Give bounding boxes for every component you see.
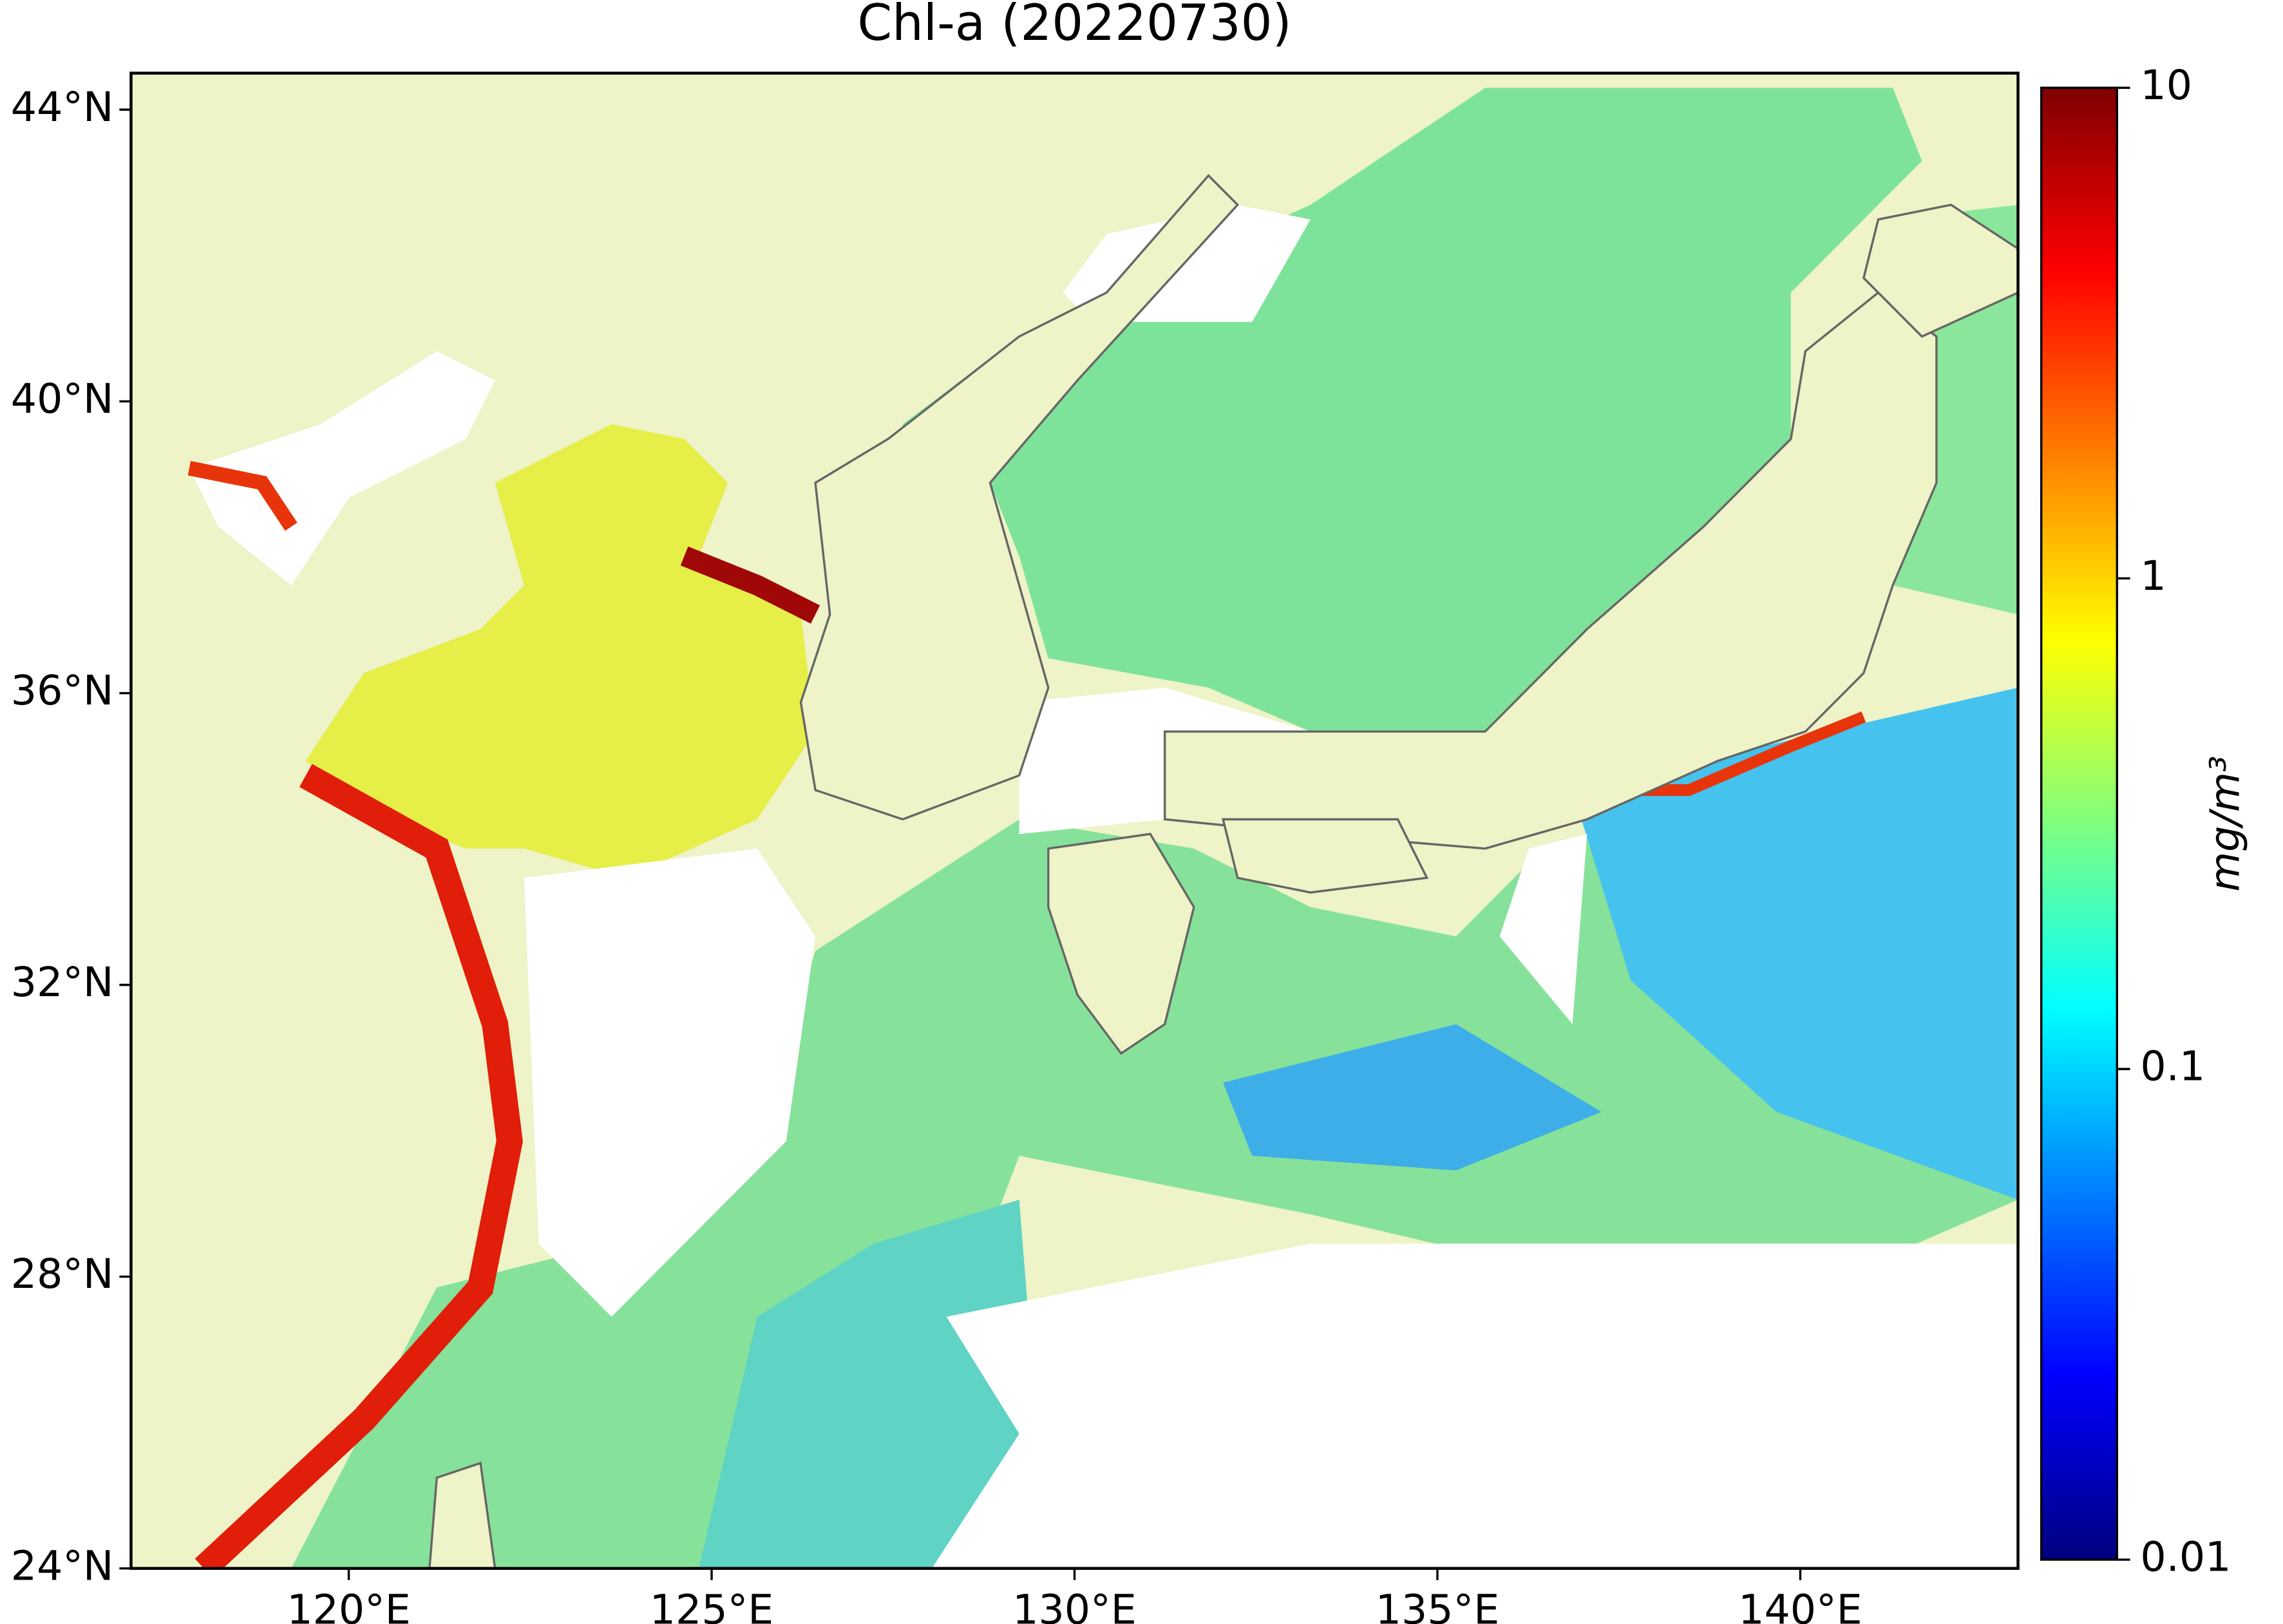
chart-title: Chl-a (20220730) bbox=[857, 0, 1291, 52]
kyushu bbox=[1047, 833, 1195, 1055]
x-tick-label: 120°E bbox=[287, 1585, 410, 1624]
cloud bbox=[1499, 834, 1587, 1024]
colorbar-tick-label: 10 bbox=[2140, 61, 2192, 109]
colorbar-label: mg/m³ bbox=[2201, 756, 2249, 892]
x-tick-label: 125°E bbox=[650, 1585, 773, 1624]
y-tick-label: 40°N bbox=[11, 375, 114, 422]
y-tick-label: 32°N bbox=[11, 958, 114, 1006]
pacific-blue-2 bbox=[1223, 1024, 1602, 1171]
y-tick-label: 28°N bbox=[11, 1250, 114, 1298]
korea bbox=[799, 174, 1240, 821]
ecs-south bbox=[699, 1200, 1048, 1569]
cloud bbox=[931, 1243, 2018, 1569]
y-tick-label: 36°N bbox=[11, 666, 114, 714]
y-tick-label: 24°N bbox=[11, 1542, 114, 1589]
colorbar bbox=[2040, 86, 2118, 1561]
coastal-bloom bbox=[194, 764, 523, 1569]
bohai bbox=[189, 351, 495, 585]
map-field bbox=[131, 73, 2018, 1569]
x-tick-label: 140°E bbox=[1738, 1585, 1862, 1624]
shikoku bbox=[1221, 818, 1429, 894]
yellow-sea bbox=[305, 424, 816, 878]
x-tick-label: 135°E bbox=[1376, 1585, 1499, 1624]
cloud bbox=[524, 848, 816, 1317]
coastal-bloom bbox=[680, 546, 820, 624]
y-tick-label: 44°N bbox=[11, 83, 114, 131]
coastal-bloom bbox=[187, 460, 298, 531]
pacific-blue bbox=[1572, 687, 2018, 1200]
colorbar-tick-label: 1 bbox=[2140, 552, 2166, 600]
colorbar-tick-label: 0.1 bbox=[2140, 1043, 2205, 1090]
taiwan bbox=[428, 1461, 497, 1569]
colorbar-tick-label: 0.01 bbox=[2140, 1533, 2231, 1581]
honshu bbox=[1163, 291, 1938, 850]
x-tick-label: 130°E bbox=[1012, 1585, 1136, 1624]
hokkaido bbox=[1862, 203, 2018, 338]
east-china-sea bbox=[291, 687, 2018, 1569]
